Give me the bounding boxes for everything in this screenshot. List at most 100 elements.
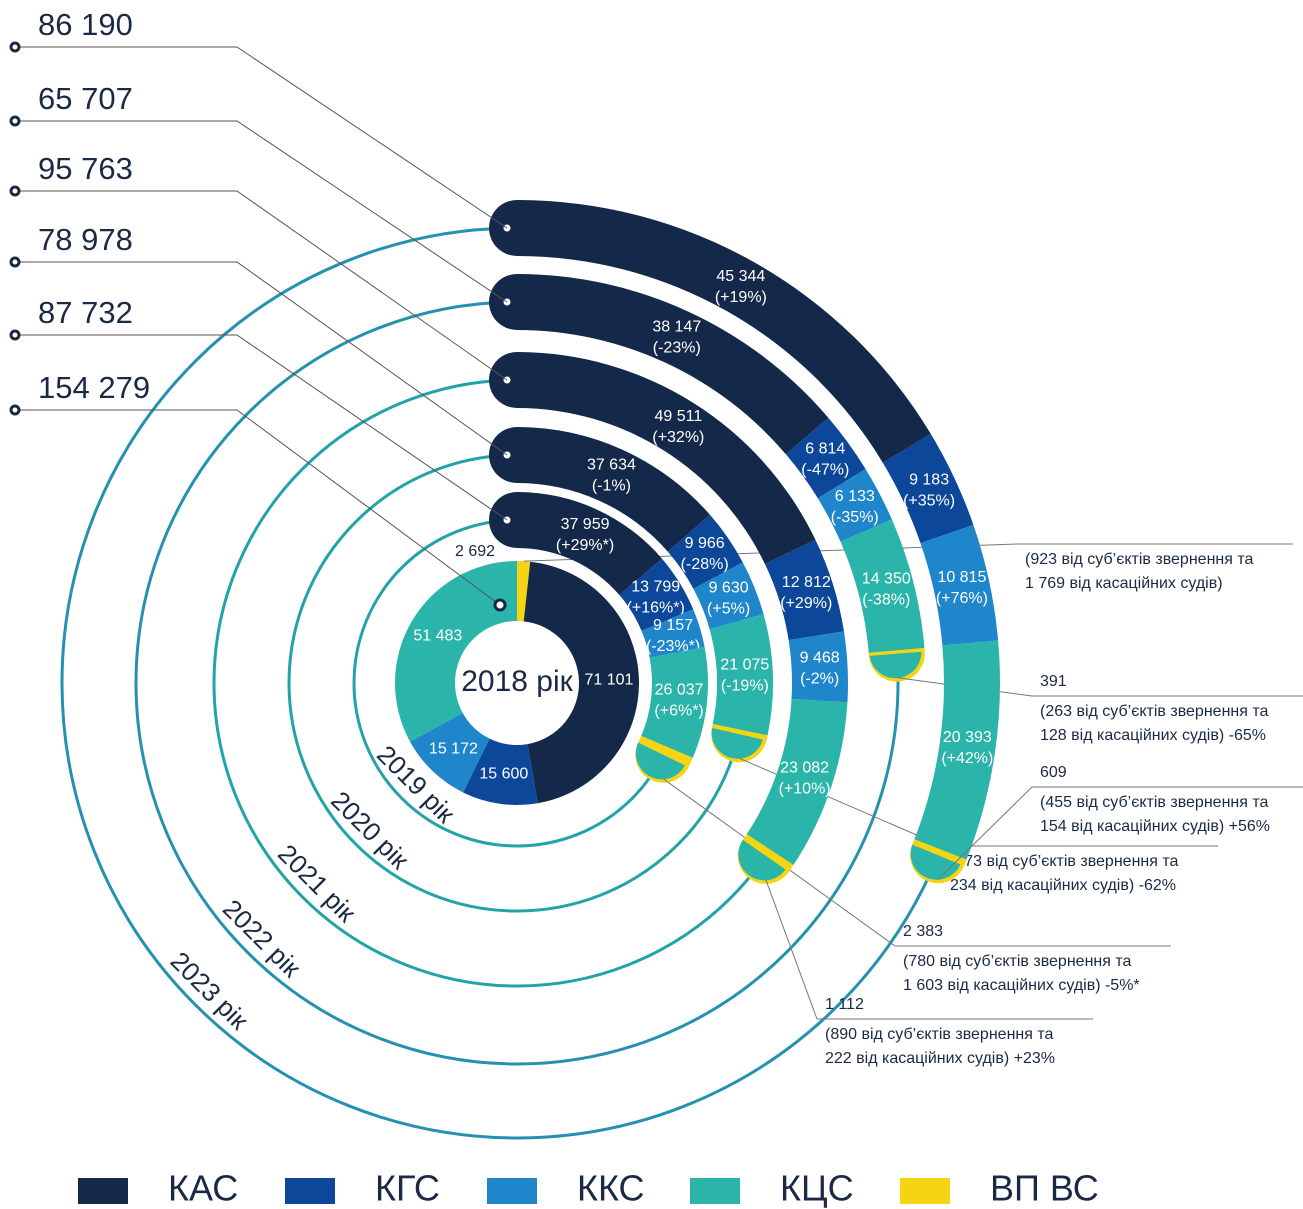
arc-segment [517, 492, 662, 596]
change-label: (-23%) [653, 339, 701, 356]
value-label: 2 692 [455, 543, 495, 560]
value-label: 391 [1040, 673, 1067, 690]
change-label: (+29%) [780, 595, 832, 612]
change-label: (+35%) [903, 492, 955, 509]
total-label: 86 190 [38, 7, 133, 42]
value-label: 6 814 [805, 440, 845, 457]
legend-label: КГС [375, 1168, 440, 1209]
value-label: 9 468 [800, 649, 840, 666]
arc-segment [638, 735, 693, 768]
note-text: 222 від касаційних судів) +23% [825, 1050, 1055, 1067]
arc-segment [817, 468, 892, 542]
total-dot [9, 404, 21, 416]
change-label: (+16%*) [627, 600, 685, 617]
change-label: (+5%) [707, 600, 750, 617]
change-label: (+76%) [936, 590, 988, 607]
note-leader [937, 786, 1303, 880]
start-dot [493, 598, 507, 612]
note-leader [896, 677, 1303, 697]
change-label: (+29%*) [556, 537, 614, 554]
total-leader [15, 409, 501, 606]
arc-segment [764, 539, 844, 641]
donut-slice [394, 561, 517, 742]
value-label: 49 511 [655, 408, 703, 425]
change-label: (-38%) [862, 591, 910, 608]
donut-slice [517, 561, 531, 622]
note-leader [663, 778, 1171, 947]
total-leader [15, 261, 508, 456]
arc-segment [517, 352, 816, 565]
arc-segment [882, 433, 974, 544]
value-label: 45 344 [716, 268, 765, 285]
change-label: (-47%) [801, 461, 849, 478]
value-label: 20 393 [943, 729, 992, 746]
year-label: 2021 рік [272, 838, 362, 928]
arc-segment [788, 631, 848, 703]
value-label: 71 101 [584, 671, 633, 688]
note-text: (923 від суб’єктів звернення та [1025, 551, 1253, 568]
year-label: 2023 рік [165, 946, 255, 1036]
change-label: (-35%) [831, 509, 879, 526]
value-label: 15 172 [429, 741, 478, 758]
arc-segment [868, 647, 925, 656]
arc-segment [746, 698, 848, 865]
legend-label: КАС [168, 1168, 238, 1209]
arc-segment [693, 562, 764, 630]
arc-segment [641, 647, 708, 758]
arc-segment [711, 723, 768, 741]
arc-segment [517, 200, 931, 463]
note-leader [765, 879, 1093, 1020]
legend-swatch [900, 1178, 950, 1204]
change-label: (+42%) [941, 750, 993, 767]
arc-segment [920, 524, 999, 646]
legend-label: КЦС [780, 1168, 854, 1209]
arc-segment [912, 839, 967, 866]
arc-segment [517, 274, 829, 455]
total-label: 154 279 [38, 370, 150, 405]
total-dot [9, 115, 21, 127]
note-text: 154 від касаційних судів) +56% [1040, 818, 1270, 835]
change-label: (+10%) [779, 781, 831, 798]
value-label: 12 812 [782, 574, 831, 591]
value-label: 9 966 [685, 535, 725, 552]
value-label: 51 483 [413, 627, 462, 644]
value-label: 9 630 [709, 579, 749, 596]
change-label: (-28%) [681, 556, 729, 573]
arc-segment [667, 514, 743, 589]
note-text: (673 від суб’єктів звернення та [950, 853, 1178, 870]
note-text: 1 603 від касаційних судів) -5%* [903, 977, 1140, 994]
note-text: (455 від суб’єктів звернення та [1040, 794, 1268, 811]
value-label: 609 [1040, 764, 1067, 781]
value-label: 1 112 [825, 996, 864, 1013]
total-leader [15, 120, 508, 303]
value-label: 10 815 [937, 569, 986, 586]
value-label: 26 037 [655, 682, 704, 699]
value-label: 15 600 [479, 765, 528, 782]
change-label: (-2%) [800, 670, 839, 687]
legend-label: ВП ВС [990, 1168, 1099, 1209]
legend-swatch [487, 1178, 537, 1204]
donut-slice [463, 738, 538, 805]
arc-segment [914, 640, 1000, 860]
total-leader [15, 334, 508, 521]
value-label: 9 157 [653, 617, 693, 634]
legend-swatch [690, 1178, 740, 1204]
year-label: 2022 рік [217, 893, 307, 983]
change-label: (+19%) [715, 289, 767, 306]
center-label: 2018 рік [461, 665, 573, 698]
change-label: (-19%) [721, 678, 769, 695]
value-label: 21 075 [720, 657, 769, 674]
change-label: (+6%*) [654, 703, 703, 720]
legend-label: ККС [577, 1168, 645, 1209]
total-dot [9, 256, 21, 268]
note-text: 128 від касаційних судів) -65% [1040, 727, 1266, 744]
value-label: 13 799 [631, 579, 680, 596]
legend-swatch [78, 1178, 128, 1204]
total-leader [15, 190, 508, 381]
arc-segment [709, 614, 773, 736]
note-text: (263 від суб’єктів звернення та [1040, 703, 1268, 720]
arc-segment [840, 519, 925, 653]
donut-hole [457, 623, 577, 743]
value-label: 2 383 [903, 923, 943, 940]
